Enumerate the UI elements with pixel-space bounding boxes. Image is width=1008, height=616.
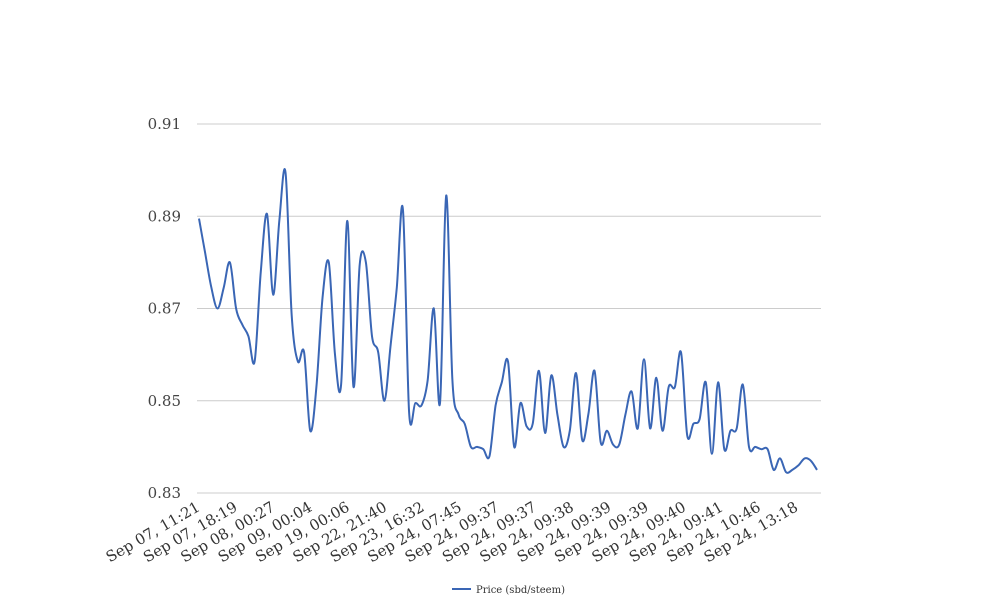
y-tick-label: 0.89 [148,207,181,225]
series-line-price [198,168,818,474]
y-axis-ticks: 0.91 0.89 0.87 0.85 0.83 [148,115,181,502]
legend-label: Price (sbd/steem) [476,585,565,596]
series-layer [198,168,818,474]
y-tick-label: 0.91 [148,115,181,133]
legend[interactable]: Price (sbd/steem) [452,585,565,596]
y-tick-label: 0.85 [148,392,181,410]
y-tick-label: 0.83 [148,484,181,502]
y-tick-label: 0.87 [148,300,181,318]
